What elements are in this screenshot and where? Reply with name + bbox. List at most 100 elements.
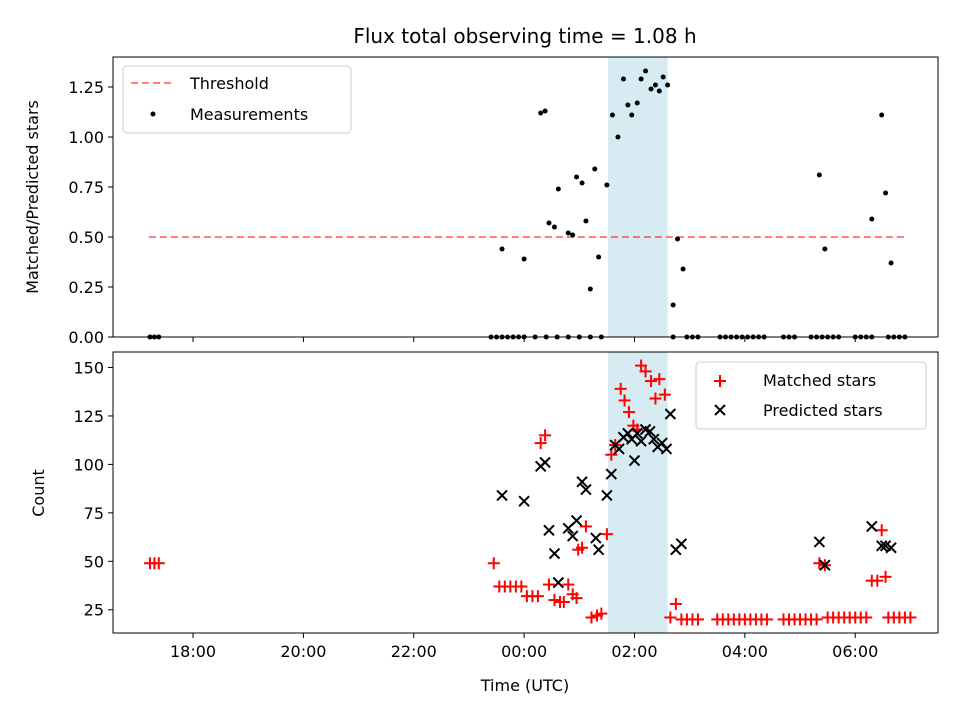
matched-star-point [579, 520, 592, 533]
matched-star-point [570, 592, 583, 605]
bottom-x-tick-label: 20:00 [280, 642, 326, 661]
matched-star-point [669, 597, 682, 610]
matched-star-point [904, 611, 917, 624]
measurement-point [546, 220, 552, 226]
legend-threshold-label: Threshold [189, 74, 269, 93]
top-y-tick-label: 1.25 [68, 78, 104, 97]
measurement-point [675, 236, 681, 242]
bottom-y-tick-label: 50 [84, 552, 104, 571]
top-y-tick-label: 0.25 [68, 278, 104, 297]
measurement-point [596, 254, 602, 260]
top-y-axis-label: Matched/Predicted stars [23, 100, 42, 294]
predicted-star-point [590, 532, 602, 544]
top-highlight-span [608, 57, 668, 337]
predicted-star-point [675, 538, 688, 550]
measurement-point [499, 246, 505, 252]
predicted-star-point [548, 547, 561, 560]
matched-star-point [531, 590, 544, 603]
bottom-x-tick-label: 06:00 [832, 642, 878, 661]
top-y-tick-label: 1.00 [68, 128, 104, 147]
matched-star-point [664, 611, 677, 624]
bottom-series-predicted-stars [496, 408, 897, 589]
predicted-star-point [601, 489, 613, 502]
measurement-point [652, 82, 658, 88]
predicted-star-point [605, 468, 618, 480]
predicted-star-point [631, 427, 643, 440]
matched-star-point [622, 406, 635, 419]
measurement-point [883, 190, 889, 196]
predicted-star-point [592, 543, 605, 556]
matched-star-point [487, 557, 500, 570]
bottom-x-tick-label: 02:00 [611, 642, 657, 661]
matched-star-point [548, 594, 561, 607]
measurement-point [638, 76, 644, 82]
measurement-point [565, 230, 571, 236]
matched-star-point [879, 570, 892, 583]
matched-star-point [562, 578, 575, 591]
legend-measurements-label: Measurements [190, 105, 308, 124]
predicted-star-point [628, 454, 641, 467]
matched-star-point [605, 448, 618, 461]
measurement-point [670, 302, 676, 308]
measurement-point [538, 110, 544, 116]
predicted-star-point [664, 408, 677, 420]
matched-star-point [860, 611, 873, 624]
matched-star-point [595, 607, 608, 620]
measurement-point [888, 260, 894, 266]
bottom-x-tick-label: 04:00 [722, 642, 768, 661]
bottom-x-tick-label: 18:00 [170, 642, 216, 661]
matched-star-point [534, 437, 547, 450]
measurement-point [555, 186, 561, 192]
legend-predicted-label: Predicted stars [763, 401, 883, 420]
bottom-y-tick-label: 150 [73, 359, 104, 378]
matched-star-point [576, 541, 589, 554]
predicted-star-point [566, 530, 579, 542]
matched-star-point [645, 375, 658, 388]
top-y-tick-label: 0.50 [68, 228, 104, 247]
legend-matched-label: Matched stars [763, 371, 876, 390]
measurement-point [570, 232, 576, 238]
matched-star-point [600, 528, 613, 541]
predicted-star-point [622, 427, 634, 440]
measurement-point [592, 166, 598, 172]
bottom-x-tick-label: 22:00 [391, 642, 437, 661]
matched-star-point [618, 394, 631, 407]
measurement-point [643, 68, 649, 74]
bottom-y-tick-label: 125 [73, 407, 104, 426]
measurement-point [620, 76, 626, 82]
measurement-point [574, 174, 580, 180]
measurement-point [660, 74, 666, 80]
measurement-point [634, 100, 640, 106]
predicted-star-point [496, 489, 508, 502]
top-y-tick-label: 0.00 [68, 328, 104, 347]
matched-star-point [542, 578, 555, 591]
predicted-star-point [813, 536, 826, 548]
measurement-point [542, 108, 548, 114]
matched-star-point [639, 365, 652, 378]
measurement-point [521, 256, 527, 262]
predicted-star-point [648, 433, 660, 445]
top-legend-frame [122, 65, 352, 134]
predicted-star-point [518, 495, 530, 507]
matched-star-point [515, 580, 528, 593]
bottom-panel: 25 50 75 100 125 150 18:00 20:00 22:00 00:00 02:00… [73, 351, 939, 661]
predicted-star-point [580, 483, 592, 496]
predicted-star-point [539, 456, 551, 469]
chart-title: Flux total observing time = 1.08 h [353, 24, 696, 48]
legend-predicted-swatch [714, 404, 726, 416]
measurement-point [587, 286, 593, 292]
predicted-star-point [576, 476, 588, 488]
predicted-star-point [660, 443, 673, 455]
bottom-y-tick-label: 75 [84, 504, 104, 523]
measurement-point [879, 112, 885, 118]
measurement-point [579, 180, 585, 186]
predicted-star-point [570, 514, 583, 527]
predicted-star-point [613, 443, 625, 455]
predicted-star-point [644, 425, 656, 438]
bottom-legend: Matched stars Predicted stars [695, 361, 927, 430]
predicted-star-point [885, 542, 897, 554]
bottom-highlight-span [608, 352, 668, 633]
predicted-star-point [635, 435, 647, 447]
